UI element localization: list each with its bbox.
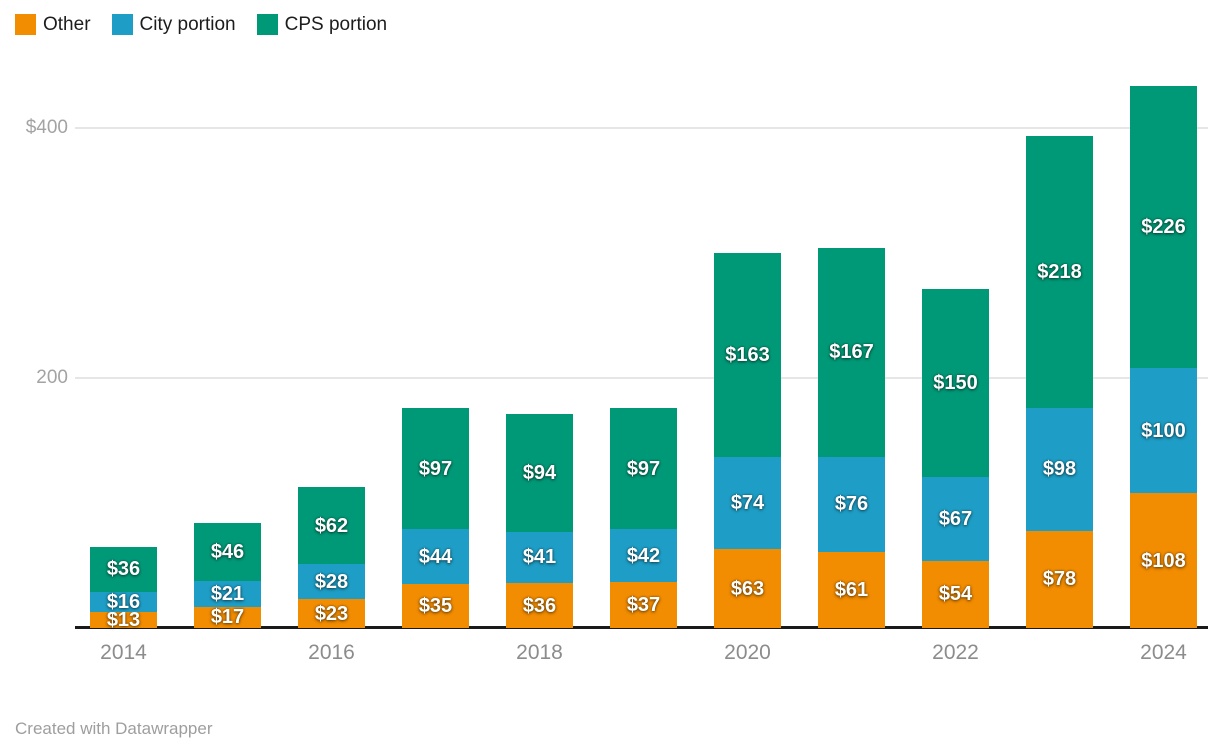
x-tick-label-2018: 2018 <box>516 641 563 664</box>
bar-value-label: $167 <box>829 341 874 364</box>
bar-value-label: $21 <box>210 582 245 605</box>
legend-item-city-portion: City portion <box>111 14 236 35</box>
legend-swatch-city-portion <box>111 14 133 35</box>
bar-value-label: $100 <box>1141 419 1186 442</box>
bar-segment-2022-city-portion: $67 <box>922 476 989 561</box>
bar-segment-2014-other: $13 <box>90 608 157 631</box>
legend-label-other: Other <box>43 14 91 35</box>
bar-segment-2017-other: $35 <box>402 584 469 628</box>
bar-segment-2018-other: $36 <box>506 583 573 628</box>
bar-value-label: $226 <box>1141 215 1186 238</box>
bar-value-label: $62 <box>314 514 349 537</box>
bar-segment-2015-other: $17 <box>194 606 261 629</box>
bar-segment-2021-city-portion: $76 <box>818 456 885 552</box>
bar-value-label: $35 <box>418 595 453 618</box>
bar-segment-2019-cps-portion: $97 <box>610 408 677 530</box>
bar-value-label: $36 <box>106 558 141 581</box>
bar-value-label: $37 <box>626 593 661 616</box>
gridline-400 <box>75 127 1208 129</box>
bar-segment-2017-city-portion: $44 <box>402 529 469 585</box>
bar-segment-2023-cps-portion: $218 <box>1026 135 1093 408</box>
bar-value-label: $78 <box>1042 568 1077 591</box>
bar-value-label: $36 <box>522 594 557 617</box>
bar-value-label: $13 <box>106 608 141 631</box>
bar-value-label: $163 <box>725 343 770 366</box>
legend: Other City portion CPS portion <box>15 14 387 35</box>
bar-value-label: $76 <box>834 493 869 516</box>
bar-segment-2020-other: $63 <box>714 549 781 628</box>
bar-segment-2019-city-portion: $42 <box>610 529 677 582</box>
bar-value-label: $218 <box>1037 260 1082 283</box>
bar-value-label: $67 <box>938 507 973 530</box>
bar-segment-2019-other: $37 <box>610 581 677 628</box>
bar-value-label: $108 <box>1141 549 1186 572</box>
plot-area: $400 200 $13 $16 $36 $17 $21 $46 $23 $28 $62 $35 $44… <box>0 68 1220 631</box>
bar-value-label: $42 <box>626 544 661 567</box>
bar-value-label: $54 <box>938 583 973 606</box>
gridline-200 <box>75 377 1208 379</box>
legend-swatch-other <box>15 14 36 35</box>
bar-segment-2020-cps-portion: $163 <box>714 253 781 457</box>
bar-segment-2020-city-portion: $74 <box>714 456 781 550</box>
y-tick-label-400: $400 <box>25 117 68 138</box>
bar-value-label: $94 <box>522 462 557 484</box>
bar-segment-2024-cps-portion: $226 <box>1130 85 1197 368</box>
x-tick-label-2016: 2016 <box>308 641 355 664</box>
bar-value-label: $150 <box>933 372 978 394</box>
bar-segment-2014-cps-portion: $36 <box>90 546 157 592</box>
bar-value-label: $28 <box>314 570 349 593</box>
bar-value-label: $46 <box>210 540 245 563</box>
bar-value-label: $61 <box>834 578 869 601</box>
y-tick-label-200: 200 <box>36 367 68 388</box>
x-tick-label-2022: 2022 <box>932 641 979 664</box>
footer-credit: Created with Datawrapper <box>15 719 213 738</box>
bar-value-label: $97 <box>418 457 453 480</box>
x-axis-labels: 2014 2016 2018 2020 2022 2024 <box>0 642 1220 668</box>
bar-segment-2015-city-portion: $21 <box>194 580 261 607</box>
bar-segment-2022-cps-portion: $150 <box>922 289 989 477</box>
bar-segment-2018-cps-portion: $94 <box>506 414 573 532</box>
bar-segment-2024-other: $108 <box>1130 493 1197 628</box>
bar-segment-2016-cps-portion: $62 <box>298 486 365 565</box>
bar-value-label: $17 <box>210 606 245 629</box>
bar-value-label: $74 <box>730 492 765 514</box>
legend-label-cps-portion: CPS portion <box>284 14 388 35</box>
bar-segment-2016-city-portion: $28 <box>298 564 365 600</box>
bar-segment-2023-city-portion: $98 <box>1026 408 1093 531</box>
bar-value-label: $98 <box>1042 458 1077 481</box>
x-tick-label-2014: 2014 <box>100 641 147 664</box>
bar-value-label: $41 <box>522 546 557 569</box>
bar-value-label: $44 <box>418 545 453 568</box>
bar-segment-2017-cps-portion: $97 <box>402 408 469 530</box>
bar-segment-2023-other: $78 <box>1026 530 1093 628</box>
bar-segment-2021-other: $61 <box>818 551 885 628</box>
bar-value-label: $63 <box>730 577 765 600</box>
bar-value-label: $23 <box>314 602 349 625</box>
bar-segment-2015-cps-portion: $46 <box>194 523 261 581</box>
bar-segment-2016-other: $23 <box>298 599 365 628</box>
bar-segment-2021-cps-portion: $167 <box>818 248 885 457</box>
bar-value-label: $97 <box>626 457 661 480</box>
legend-swatch-cps-portion <box>256 14 278 35</box>
bar-segment-2014-city-portion: $16 <box>90 590 157 613</box>
bar-segment-2024-city-portion: $100 <box>1130 368 1197 493</box>
bar-segment-2018-city-portion: $41 <box>506 531 573 583</box>
legend-item-cps-portion: CPS portion <box>256 14 388 35</box>
bar-value-label: $16 <box>106 590 141 613</box>
bar-segment-2022-other: $54 <box>922 560 989 628</box>
legend-item-other: Other <box>15 14 91 35</box>
x-tick-label-2024: 2024 <box>1140 641 1187 664</box>
legend-label-city-portion: City portion <box>139 14 236 35</box>
x-tick-label-2020: 2020 <box>724 641 771 664</box>
